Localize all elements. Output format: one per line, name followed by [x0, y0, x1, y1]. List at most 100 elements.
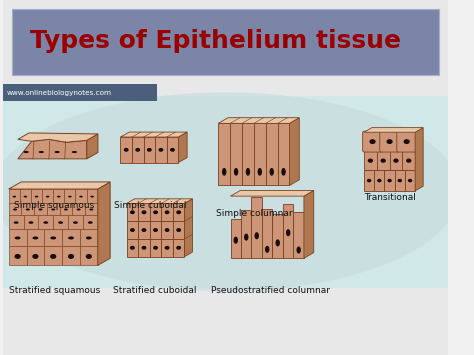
Ellipse shape — [55, 151, 60, 153]
Bar — [42, 189, 53, 203]
Ellipse shape — [265, 246, 269, 253]
Bar — [138, 239, 150, 257]
Ellipse shape — [35, 196, 38, 197]
Text: Stratified squamous: Stratified squamous — [9, 286, 100, 295]
Bar — [47, 203, 60, 215]
Bar — [155, 137, 167, 163]
Bar — [252, 197, 262, 258]
Bar — [161, 203, 173, 221]
Polygon shape — [9, 182, 110, 189]
Bar — [132, 137, 144, 163]
Ellipse shape — [234, 168, 238, 176]
Bar — [254, 124, 266, 186]
Text: Pseudostratified columnar: Pseudostratified columnar — [211, 286, 330, 295]
Ellipse shape — [281, 168, 286, 176]
Bar — [75, 189, 87, 203]
Bar — [161, 239, 173, 257]
Ellipse shape — [158, 148, 164, 152]
Text: www.onlinebiologynotes.com: www.onlinebiologynotes.com — [7, 90, 112, 95]
Ellipse shape — [387, 179, 392, 182]
Ellipse shape — [286, 229, 291, 236]
Ellipse shape — [130, 210, 135, 214]
Ellipse shape — [275, 239, 280, 246]
Bar — [44, 246, 62, 266]
Bar — [405, 170, 415, 191]
Ellipse shape — [153, 246, 158, 250]
Ellipse shape — [0, 92, 459, 291]
Ellipse shape — [91, 196, 94, 197]
Ellipse shape — [269, 168, 274, 176]
Ellipse shape — [381, 159, 386, 163]
Ellipse shape — [43, 221, 48, 224]
Bar — [402, 151, 415, 170]
Bar — [68, 215, 83, 229]
Ellipse shape — [57, 196, 61, 197]
Ellipse shape — [176, 246, 181, 250]
Ellipse shape — [142, 228, 146, 232]
FancyBboxPatch shape — [380, 131, 400, 152]
Bar — [120, 137, 132, 163]
Polygon shape — [415, 127, 423, 191]
Ellipse shape — [77, 208, 81, 211]
Bar — [9, 246, 27, 266]
Bar — [80, 246, 98, 266]
Bar — [127, 203, 138, 221]
Bar — [377, 151, 390, 170]
Ellipse shape — [367, 179, 371, 182]
Ellipse shape — [89, 208, 93, 211]
Ellipse shape — [15, 254, 21, 259]
Text: Stratified cuboidal: Stratified cuboidal — [113, 286, 196, 295]
Bar — [127, 239, 138, 257]
Bar — [144, 137, 155, 163]
Text: Types of Epithelium tissue: Types of Epithelium tissue — [30, 29, 401, 53]
Ellipse shape — [176, 228, 181, 232]
Bar — [161, 221, 173, 239]
Bar — [262, 208, 273, 258]
Bar — [60, 203, 72, 215]
Ellipse shape — [222, 168, 227, 176]
Ellipse shape — [164, 246, 170, 250]
Ellipse shape — [246, 168, 250, 176]
Polygon shape — [127, 199, 192, 203]
Bar — [138, 221, 150, 239]
Bar — [20, 189, 31, 203]
Bar — [230, 219, 241, 258]
Ellipse shape — [24, 196, 27, 197]
Ellipse shape — [257, 168, 262, 176]
Bar — [138, 203, 150, 221]
Polygon shape — [184, 199, 192, 257]
Bar — [230, 124, 242, 186]
Ellipse shape — [33, 236, 38, 240]
Ellipse shape — [38, 208, 43, 211]
Bar — [80, 229, 98, 246]
Polygon shape — [290, 118, 299, 186]
Bar — [44, 229, 62, 246]
Ellipse shape — [386, 139, 392, 144]
Bar — [242, 124, 254, 186]
Ellipse shape — [406, 159, 411, 163]
Ellipse shape — [50, 254, 56, 259]
Ellipse shape — [403, 139, 410, 144]
Bar — [64, 189, 75, 203]
Bar — [9, 229, 27, 246]
Text: Simple columnar: Simple columnar — [217, 209, 293, 218]
Ellipse shape — [38, 151, 44, 153]
Bar — [150, 221, 161, 239]
Ellipse shape — [72, 151, 77, 153]
Ellipse shape — [234, 237, 238, 244]
Bar — [72, 203, 85, 215]
Ellipse shape — [130, 246, 135, 250]
Ellipse shape — [164, 210, 170, 214]
Ellipse shape — [124, 148, 128, 152]
Bar — [9, 189, 20, 203]
Bar — [127, 221, 138, 239]
Bar — [9, 203, 21, 215]
Bar — [173, 221, 184, 239]
Bar — [219, 124, 230, 186]
Ellipse shape — [68, 254, 74, 259]
Ellipse shape — [86, 236, 91, 240]
Bar — [9, 215, 24, 229]
Polygon shape — [304, 190, 314, 258]
Ellipse shape — [170, 148, 175, 152]
Ellipse shape — [369, 139, 375, 144]
